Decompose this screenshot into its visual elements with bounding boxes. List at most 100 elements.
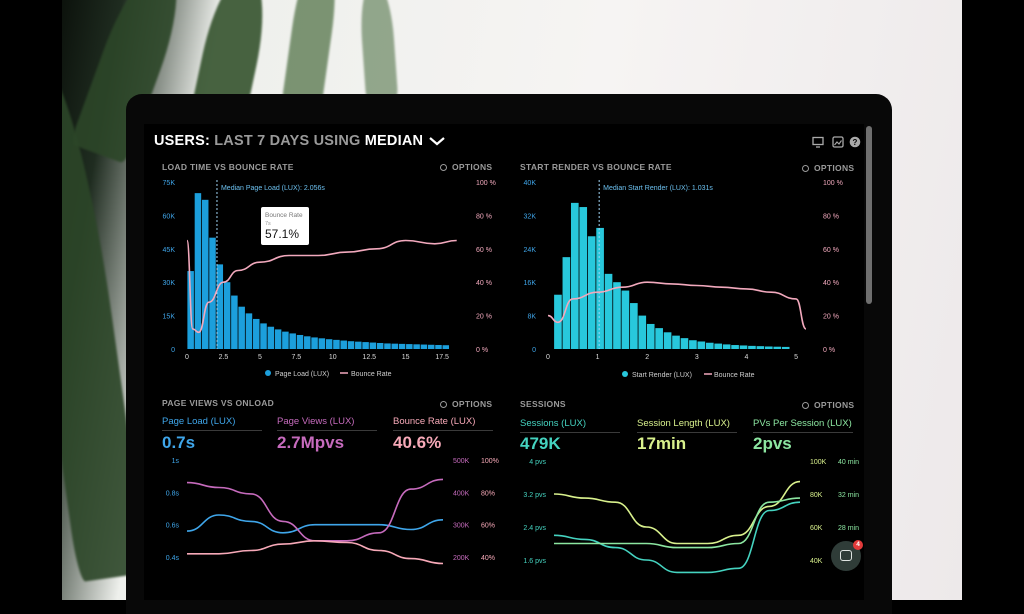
histogram-bar[interactable] bbox=[663, 332, 672, 349]
start-render-chart: 0 8K 16K 24K 32K 40K 0 % 20 % 40 % 60 % 80 % 100 % 0… bbox=[524, 180, 843, 379]
histogram-bar[interactable] bbox=[621, 290, 630, 349]
scrollbar[interactable] bbox=[866, 126, 872, 304]
y-tick-right: 40 % bbox=[823, 280, 839, 287]
histogram-bar[interactable] bbox=[362, 342, 369, 349]
metric-label-sessions: Sessions (LUX) bbox=[520, 418, 586, 429]
histogram-bar[interactable] bbox=[238, 306, 245, 349]
histogram-bar[interactable] bbox=[420, 344, 428, 349]
tooltip: Bounce Rate 7s 57.1% bbox=[261, 207, 309, 245]
histogram-bar[interactable] bbox=[282, 331, 289, 349]
histogram-bar[interactable] bbox=[630, 303, 638, 349]
histogram-bar[interactable] bbox=[325, 339, 333, 349]
y-tick-right: 300K bbox=[453, 523, 470, 530]
x-tick: 1 bbox=[596, 354, 600, 361]
histogram-bar[interactable] bbox=[340, 340, 347, 349]
monitor-icon[interactable] bbox=[812, 136, 824, 148]
histogram-bar[interactable] bbox=[689, 340, 697, 349]
histogram-bar[interactable] bbox=[562, 257, 571, 349]
histogram-bar[interactable] bbox=[391, 343, 398, 349]
svg-text:?: ? bbox=[853, 138, 858, 147]
histogram-bar[interactable] bbox=[384, 343, 391, 349]
options-button[interactable]: OPTIONS bbox=[802, 400, 854, 410]
histogram-bar[interactable] bbox=[347, 341, 355, 349]
histogram-bar[interactable] bbox=[638, 315, 647, 349]
y-tick-left: 60K bbox=[163, 213, 176, 220]
histogram-bar[interactable] bbox=[369, 342, 377, 349]
histogram-bar[interactable] bbox=[355, 341, 362, 349]
options-button[interactable]: OPTIONS bbox=[440, 399, 492, 409]
histogram-bar[interactable] bbox=[442, 345, 450, 349]
histogram-bar[interactable] bbox=[748, 345, 756, 349]
tooltip-label: Bounce Rate bbox=[265, 212, 303, 219]
histogram-bar[interactable] bbox=[613, 282, 621, 349]
metric-value-bounce-rate: 40.6% bbox=[393, 433, 442, 452]
y-tick-left: 15K bbox=[163, 314, 176, 321]
y-tick-left: 16K bbox=[524, 280, 537, 287]
x-tick: 4 bbox=[745, 354, 749, 361]
x-tick: 17.5 bbox=[435, 354, 449, 361]
histogram-bar[interactable] bbox=[209, 237, 216, 349]
metric-value-page-load: 0.7s bbox=[162, 433, 196, 452]
histogram-bar[interactable] bbox=[333, 339, 340, 349]
y-tick-right: 80 % bbox=[823, 213, 839, 220]
histogram-bar[interactable] bbox=[781, 346, 790, 349]
chevron-down-icon[interactable] bbox=[429, 136, 446, 146]
dashboard-header[interactable]: USERS: LAST 7 DAYS USING MEDIAN bbox=[154, 133, 446, 149]
histogram-bar[interactable] bbox=[311, 337, 318, 349]
series-line bbox=[186, 514, 444, 534]
plant-leaf bbox=[357, 0, 399, 101]
histogram-bar[interactable] bbox=[705, 342, 714, 349]
histogram-bar[interactable] bbox=[714, 343, 723, 349]
help-icon[interactable]: ? bbox=[849, 136, 861, 148]
histogram-bar[interactable] bbox=[245, 313, 253, 349]
histogram-bar[interactable] bbox=[406, 344, 413, 349]
histogram-bar[interactable] bbox=[253, 318, 260, 349]
histogram-bar[interactable] bbox=[596, 227, 604, 349]
header-using: USING bbox=[313, 133, 361, 149]
histogram-bar[interactable] bbox=[765, 346, 773, 349]
histogram-bar[interactable] bbox=[655, 328, 663, 349]
histogram-bar[interactable] bbox=[722, 344, 731, 349]
histogram-bar[interactable] bbox=[604, 273, 613, 349]
histogram-bar[interactable] bbox=[697, 341, 706, 349]
histogram-bar[interactable] bbox=[756, 346, 765, 349]
options-button[interactable]: OPTIONS bbox=[440, 162, 492, 172]
histogram-bar[interactable] bbox=[739, 345, 748, 349]
histogram-bar[interactable] bbox=[680, 338, 689, 349]
histogram-bar[interactable] bbox=[289, 333, 296, 349]
median-label: Median Page Load (LUX): 2.056s bbox=[221, 185, 325, 192]
histogram-bar[interactable] bbox=[672, 335, 680, 349]
histogram-bar[interactable] bbox=[296, 334, 304, 349]
histogram-bar[interactable] bbox=[731, 345, 739, 349]
histogram-bar[interactable] bbox=[223, 282, 231, 349]
image-icon[interactable] bbox=[832, 136, 844, 148]
histogram-bar[interactable] bbox=[413, 344, 420, 349]
histogram-bar[interactable] bbox=[194, 193, 202, 349]
histogram-bar[interactable] bbox=[267, 326, 275, 349]
histogram-bar[interactable] bbox=[773, 346, 782, 349]
histogram-bar[interactable] bbox=[427, 344, 435, 349]
histogram-bar[interactable] bbox=[216, 264, 224, 349]
histogram-bar[interactable] bbox=[398, 343, 406, 349]
histogram-bar[interactable] bbox=[579, 207, 588, 349]
panel-title-page-views: PAGE VIEWS VS ONLOAD bbox=[162, 398, 275, 408]
histogram-bar[interactable] bbox=[274, 329, 282, 349]
histogram-bar[interactable] bbox=[304, 336, 311, 349]
header-prefix: USERS: bbox=[154, 133, 210, 149]
histogram-bar[interactable] bbox=[318, 338, 326, 349]
histogram-bar[interactable] bbox=[646, 323, 655, 349]
y-tick-right: 20 % bbox=[823, 314, 839, 321]
series-line bbox=[553, 497, 801, 549]
y-tick-right: 100K bbox=[810, 459, 827, 466]
options-button[interactable]: OPTIONS bbox=[802, 163, 854, 173]
histogram-bar[interactable] bbox=[376, 342, 384, 349]
histogram-bar[interactable] bbox=[231, 295, 238, 349]
histogram-bar[interactable] bbox=[201, 199, 209, 349]
histogram-bar[interactable] bbox=[260, 323, 267, 349]
histogram-bar[interactable] bbox=[570, 202, 579, 349]
histogram-bar[interactable] bbox=[435, 344, 442, 349]
metric-value-sessions: 479K bbox=[520, 434, 561, 453]
series-line bbox=[553, 501, 801, 574]
options-label: OPTIONS bbox=[814, 400, 855, 410]
y-tick-right: 60K bbox=[810, 525, 823, 532]
